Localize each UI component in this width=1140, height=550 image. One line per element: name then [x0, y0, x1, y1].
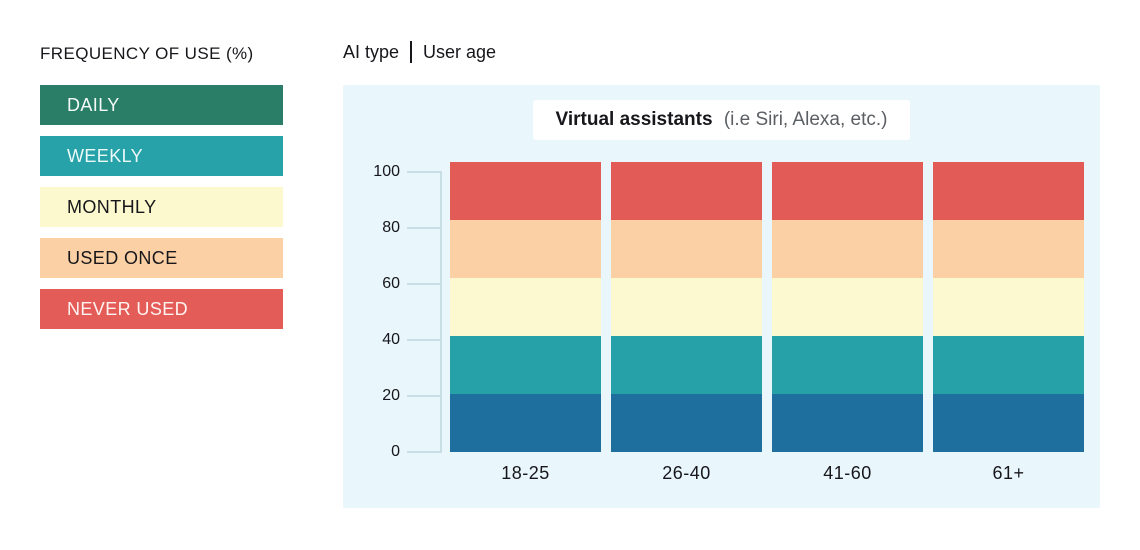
y-tick-line — [407, 171, 442, 173]
y-axis-line — [440, 172, 442, 452]
y-tick-line — [407, 451, 442, 453]
legend-item-never-used: NEVER USED — [40, 289, 283, 329]
bar-segment-monthly — [772, 278, 923, 337]
bar-segment-weekly — [933, 336, 1084, 394]
y-tick-label: 20 — [382, 387, 400, 404]
chart-title-wrap: Virtual assistants (i.e Siri, Alexa, etc… — [343, 100, 1100, 140]
legend-item-daily: DAILY — [40, 85, 283, 125]
x-axis-label-41-60: 41-60 — [823, 463, 872, 483]
frequency-legend: FREQUENCY OF USE (%) DAILY WEEKLY MONTHLY U… — [40, 44, 283, 340]
y-tick-label: 60 — [382, 275, 400, 292]
x-axis-label-61+: 61+ — [992, 463, 1025, 483]
bar-segment-never-used — [772, 162, 923, 221]
bar-segment-never-used — [611, 162, 762, 221]
bar-segment-monthly — [450, 278, 601, 337]
bar-segment-weekly — [772, 336, 923, 394]
bar-segment-weekly — [450, 336, 601, 394]
legend-item-used-once: USED ONCE — [40, 238, 283, 278]
chart-title-main: Virtual assistants — [555, 109, 713, 130]
ai-type-label: AI type — [343, 41, 400, 62]
header-divider — [410, 41, 413, 63]
bar-segment-monthly — [611, 278, 762, 337]
bar-segment-daily — [933, 394, 1084, 452]
bar-segment-monthly — [933, 278, 1084, 337]
bar-segment-never-used — [450, 162, 601, 221]
x-axis-label-18-25: 18-25 — [501, 463, 550, 483]
y-tick-line — [407, 227, 442, 229]
chart-header: AI type User age — [343, 41, 496, 63]
y-tick-label: 80 — [382, 219, 400, 236]
user-age-label: User age — [423, 41, 497, 62]
stacked-bar-41-60 — [772, 162, 923, 452]
y-tick-label: 0 — [391, 443, 400, 460]
bar-segment-used-once — [450, 220, 601, 279]
legend-item-monthly: MONTHLY — [40, 187, 283, 227]
legend-item-weekly: WEEKLY — [40, 136, 283, 176]
x-axis-label-26-40: 26-40 — [662, 463, 711, 483]
y-tick-label: 100 — [373, 163, 400, 180]
chart-panel: Virtual assistants (i.e Siri, Alexa, etc… — [343, 85, 1100, 508]
bar-segment-daily — [611, 394, 762, 452]
bar-segment-used-once — [772, 220, 923, 279]
chart-title-note: (i.e Siri, Alexa, etc.) — [723, 109, 888, 130]
bar-segment-used-once — [611, 220, 762, 279]
y-tick-line — [407, 339, 442, 341]
bar-segment-never-used — [933, 162, 1084, 221]
y-tick-line — [407, 283, 442, 285]
stacked-bar-26-40 — [611, 162, 762, 452]
chart-title: Virtual assistants (i.e Siri, Alexa, etc… — [532, 100, 911, 140]
y-tick-line — [407, 395, 442, 397]
bar-segment-weekly — [611, 336, 762, 394]
bar-segment-daily — [450, 394, 601, 452]
y-tick-label: 40 — [382, 331, 400, 348]
stacked-bar-18-25 — [450, 162, 601, 452]
bar-segment-used-once — [933, 220, 1084, 279]
stacked-bar-61+ — [933, 162, 1084, 452]
bar-segment-daily — [772, 394, 923, 452]
legend-items: DAILY WEEKLY MONTHLY USED ONCE NEVER USED — [40, 85, 283, 329]
legend-title: FREQUENCY OF USE (%) — [40, 44, 254, 63]
